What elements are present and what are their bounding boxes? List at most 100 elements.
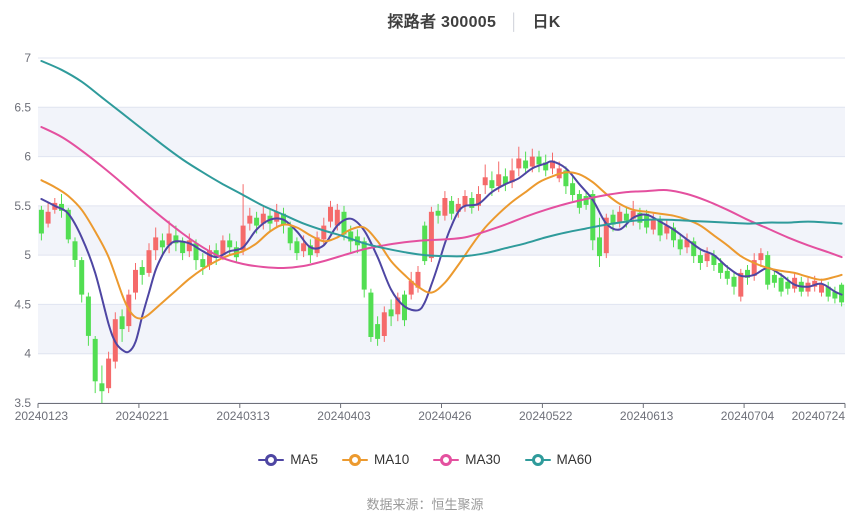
y-axis-label: 3.5 bbox=[14, 396, 31, 410]
candle bbox=[92, 338, 98, 382]
candle bbox=[718, 263, 724, 273]
legend-label-ma10: MA10 bbox=[373, 452, 410, 467]
candle bbox=[785, 281, 791, 289]
candle bbox=[597, 237, 602, 257]
candle bbox=[428, 211, 434, 259]
x-axis-label: 20240613 bbox=[620, 409, 674, 423]
candle bbox=[630, 210, 636, 219]
legend-item-ma5[interactable]: MA5 bbox=[258, 452, 318, 467]
candle bbox=[536, 156, 542, 165]
stock-name-code: 探路者 300005 bbox=[387, 14, 497, 31]
candle bbox=[99, 383, 105, 392]
candle bbox=[139, 267, 145, 275]
candle bbox=[45, 211, 51, 224]
candle bbox=[200, 259, 206, 267]
candle bbox=[771, 274, 777, 283]
candle bbox=[38, 209, 44, 234]
candle bbox=[442, 198, 448, 216]
ma-line-ma60 bbox=[40, 60, 843, 258]
candle bbox=[180, 241, 186, 254]
candle bbox=[671, 227, 676, 241]
candle bbox=[529, 156, 535, 167]
legend-item-ma30[interactable]: MA30 bbox=[433, 452, 501, 467]
candle bbox=[751, 260, 757, 276]
candle bbox=[664, 225, 670, 234]
candle bbox=[738, 272, 744, 297]
candle bbox=[812, 280, 818, 287]
x-axis-label: 20240704 bbox=[721, 409, 775, 423]
candle bbox=[563, 170, 569, 187]
candle bbox=[159, 240, 165, 248]
candle bbox=[193, 243, 199, 261]
legend-label-ma5: MA5 bbox=[290, 452, 318, 467]
candle bbox=[570, 183, 576, 195]
candle bbox=[220, 240, 226, 256]
candle bbox=[469, 198, 475, 208]
x-axis-label: 20240522 bbox=[519, 409, 573, 423]
y-axis-label: 4.5 bbox=[14, 297, 31, 311]
candle bbox=[133, 269, 138, 293]
candle bbox=[415, 271, 421, 288]
candle bbox=[832, 291, 838, 299]
candle bbox=[778, 277, 784, 292]
candle bbox=[254, 217, 260, 226]
x-axis-label: 20240221 bbox=[116, 409, 170, 423]
candle bbox=[496, 174, 502, 187]
candle bbox=[476, 194, 481, 206]
candle bbox=[724, 270, 730, 279]
legend-item-ma60[interactable]: MA60 bbox=[524, 452, 592, 467]
ma-line-ma30 bbox=[40, 126, 843, 270]
candle bbox=[274, 211, 280, 222]
candle bbox=[334, 209, 340, 226]
candle bbox=[462, 196, 468, 206]
candle bbox=[173, 235, 179, 244]
candle bbox=[247, 215, 253, 224]
candle bbox=[731, 276, 737, 287]
legend-item-ma10[interactable]: MA10 bbox=[341, 452, 410, 467]
candle bbox=[85, 296, 91, 336]
candle bbox=[307, 245, 313, 256]
candle bbox=[59, 203, 64, 211]
y-axis-label: 5.5 bbox=[14, 199, 31, 213]
candle bbox=[422, 225, 428, 262]
ma10-legend-marker-icon bbox=[341, 453, 368, 466]
grid-bands bbox=[38, 107, 845, 354]
ma60-legend-marker-icon bbox=[524, 453, 551, 466]
candle bbox=[381, 312, 387, 336]
candle bbox=[341, 211, 347, 235]
candle bbox=[502, 176, 508, 185]
chart-title: 探路者 300005 │ 日K bbox=[387, 8, 560, 32]
y-axis-label: 4 bbox=[24, 347, 31, 361]
x-axis: 20240123 20240221 20240313 20240403 20240426… bbox=[15, 403, 846, 423]
candle bbox=[408, 280, 414, 295]
data-source-note: 数据来源：恒生聚源 bbox=[0, 494, 850, 513]
candle bbox=[153, 237, 159, 251]
candle bbox=[617, 211, 623, 223]
candle bbox=[650, 219, 656, 230]
candle bbox=[819, 283, 824, 293]
y-axis-label: 6 bbox=[24, 150, 31, 164]
candle bbox=[623, 213, 629, 221]
candle bbox=[489, 180, 495, 189]
candle bbox=[260, 213, 266, 224]
candle bbox=[543, 162, 549, 171]
candle bbox=[765, 255, 771, 285]
candle bbox=[388, 309, 394, 317]
candle bbox=[321, 225, 327, 240]
candle bbox=[603, 217, 609, 254]
candle bbox=[368, 292, 374, 337]
ma-line-ma5 bbox=[40, 160, 843, 354]
candle bbox=[106, 358, 112, 389]
candle bbox=[146, 250, 152, 273]
candle bbox=[166, 233, 172, 246]
candle bbox=[79, 260, 85, 295]
period-label: 日K bbox=[532, 14, 561, 31]
legend-label-ma60: MA60 bbox=[556, 452, 592, 467]
candle bbox=[328, 206, 333, 222]
candle bbox=[550, 160, 555, 169]
candle bbox=[435, 210, 441, 216]
candle bbox=[523, 160, 529, 169]
candle bbox=[677, 239, 683, 250]
candle bbox=[314, 237, 320, 254]
